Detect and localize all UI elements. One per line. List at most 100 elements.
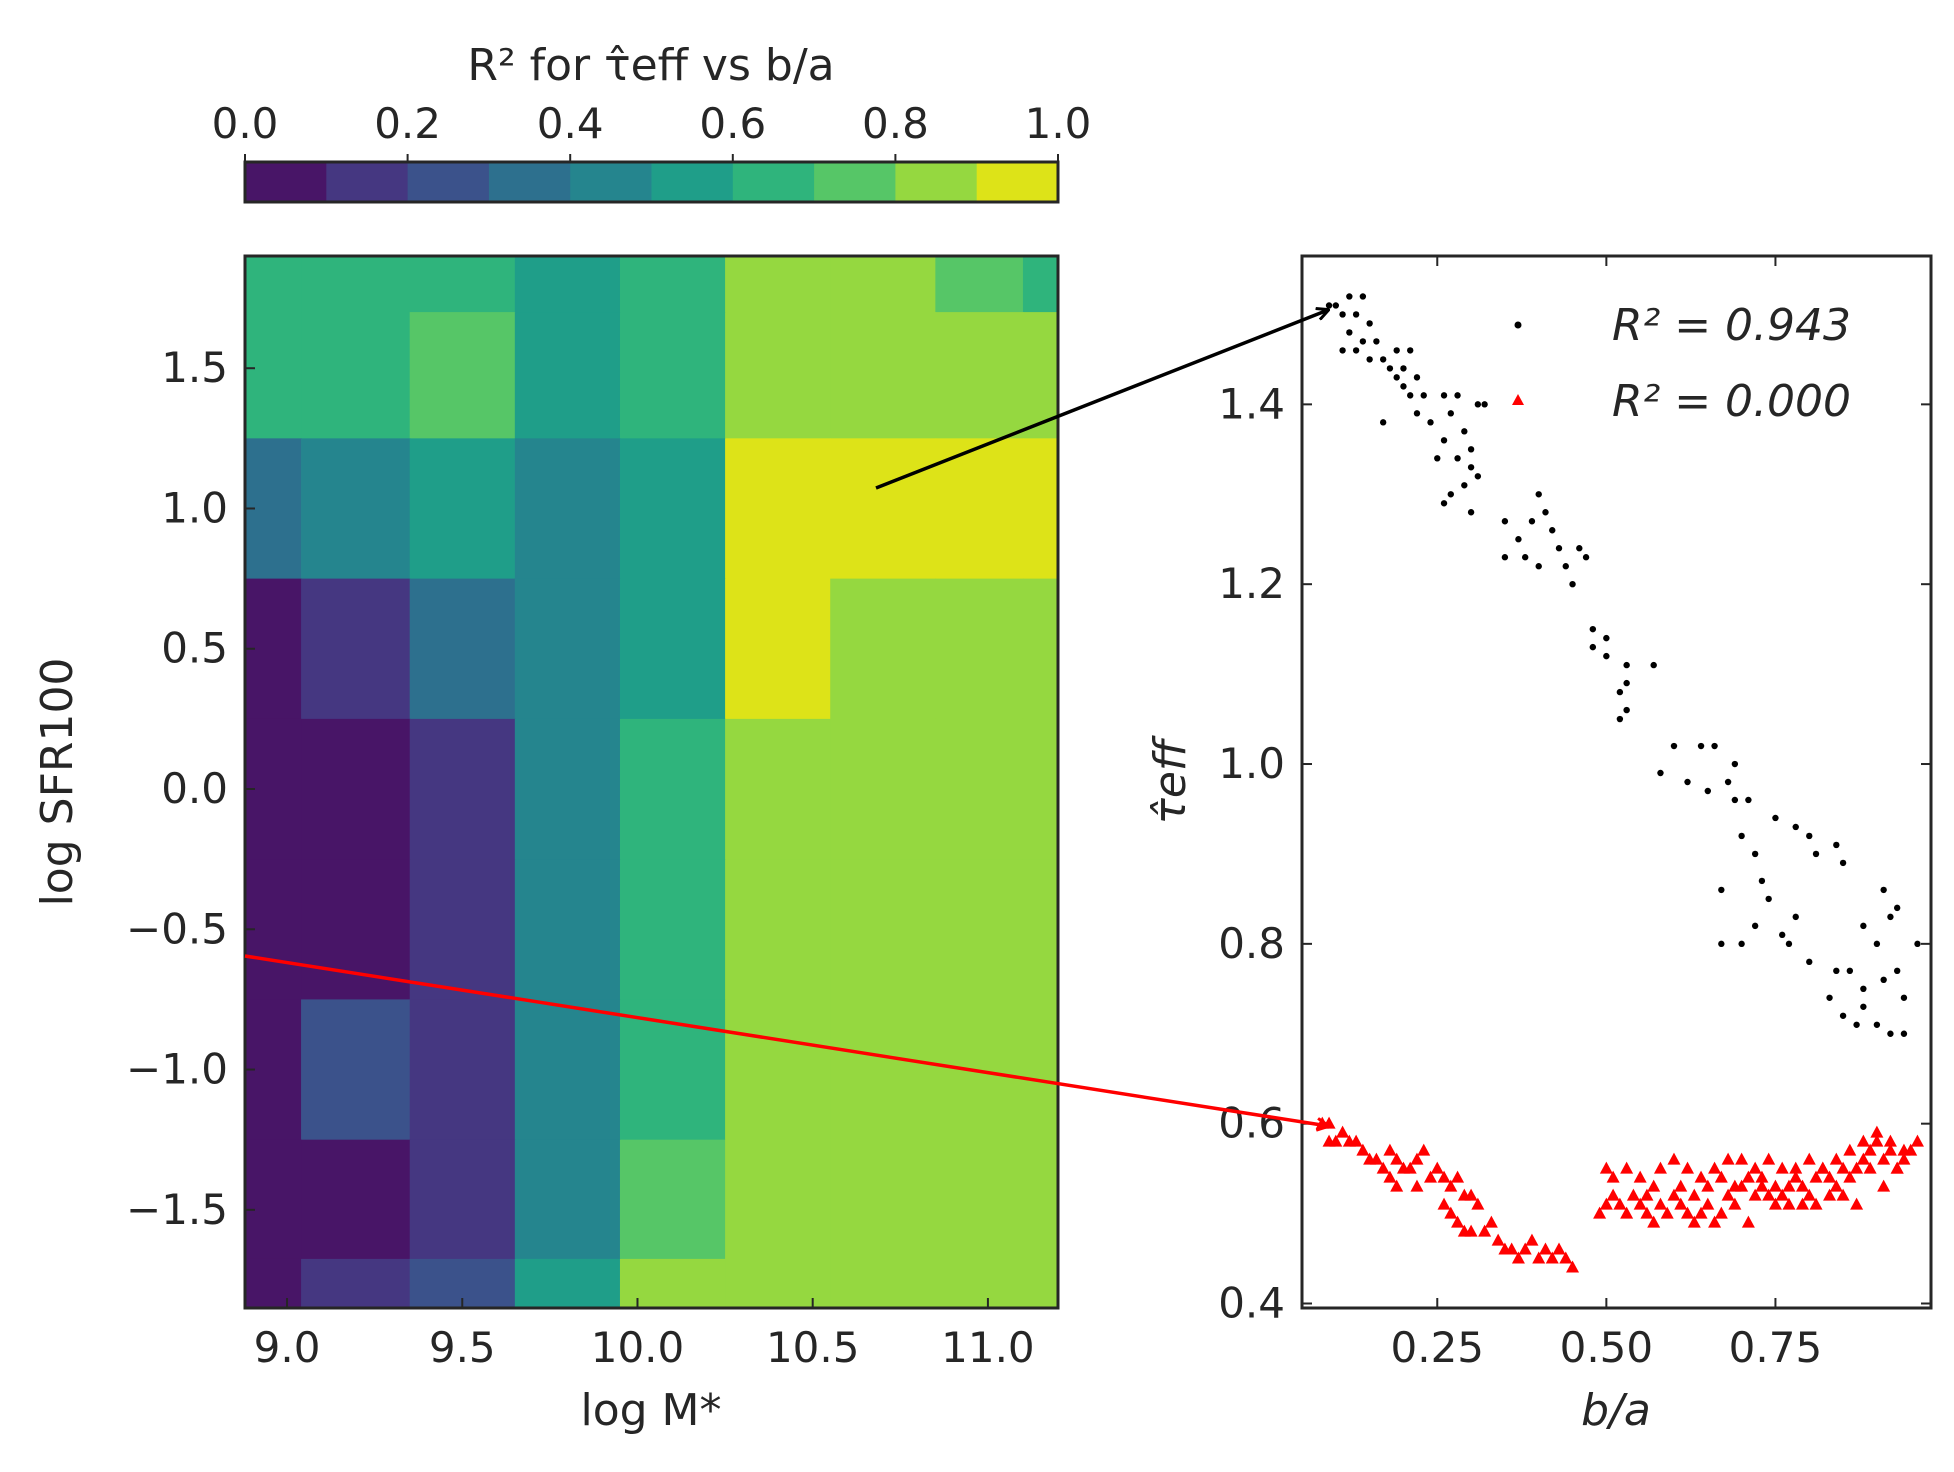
scatter-point-red [1789, 1161, 1803, 1174]
scatter-panel: 0.25 0.50 0.75 0.4 0.6 0.8 1.0 1.2 1.4 b/a τ̂ef… [1145, 254, 1933, 1436]
colorbar-swatch [245, 162, 327, 202]
heatmap-cell [409, 859, 516, 1001]
scatter-point-black [1806, 958, 1813, 966]
scatter-point-red [1336, 1125, 1350, 1138]
scatter-y-tick-label: 0.6 [1218, 1099, 1285, 1148]
heatmap-cell [1022, 312, 1058, 440]
scatter-point-red [1349, 1134, 1363, 1147]
heatmap-cell [514, 438, 621, 580]
colorbar-swatches [245, 162, 1059, 202]
heatmap-cell [619, 859, 726, 1001]
scatter-point-red [1768, 1197, 1782, 1210]
scatter-point-black [1352, 347, 1360, 354]
heatmap-cell [935, 859, 1024, 1001]
scatter-point-red [1613, 1197, 1627, 1210]
heatmap-cell [301, 438, 411, 580]
scatter-point-black [1738, 940, 1745, 948]
heatmap-cell [935, 1139, 1024, 1260]
scatter-point-red [1369, 1152, 1383, 1165]
heatmap-cell [725, 999, 832, 1141]
scatter-point-black [1718, 940, 1725, 948]
scatter-point-black [1427, 419, 1434, 426]
heatmap-cell [935, 1258, 1024, 1308]
heatmap-cell [725, 1139, 832, 1260]
scatter-point-black [1623, 706, 1630, 714]
scatter-point-red [1424, 1170, 1438, 1183]
scatter-point-red [1741, 1215, 1755, 1228]
colorbar-swatch [976, 162, 1059, 202]
scatter-point-red [1883, 1134, 1897, 1147]
scatter-point-red [1437, 1197, 1451, 1210]
scatter-point-black [1751, 850, 1759, 858]
heatmap-cell [619, 438, 726, 580]
scatter-point-red [1660, 1206, 1674, 1219]
heatmap-cell [514, 256, 621, 313]
scatter-point-black [1325, 302, 1333, 309]
scatter-point-red [1640, 1206, 1654, 1219]
scatter-point-red [1606, 1170, 1620, 1183]
scatter-point-red [1721, 1188, 1735, 1201]
scatter-point-black [1407, 347, 1414, 354]
heatmap-cell [301, 999, 411, 1141]
scatter-point-red [1775, 1188, 1789, 1201]
scatter-point-red [1593, 1206, 1607, 1219]
scatter-point-red [1532, 1251, 1546, 1264]
colorbar-swatch [814, 162, 896, 202]
legend-label-black: R² = 0.943 [1612, 300, 1851, 351]
heatmap-cell [619, 1258, 726, 1308]
heatmap-cell [1022, 859, 1058, 1001]
heatmap-y-tick-label: −1.5 [126, 1185, 228, 1234]
scatter-point-black [1623, 661, 1630, 669]
scatter-point-black [1779, 931, 1786, 939]
heatmap-cell [301, 578, 411, 720]
scatter-point-red [1863, 1161, 1877, 1174]
heatmap-cell [514, 1139, 621, 1260]
scatter-point-black [1400, 383, 1407, 390]
heatmap-y-ticks: −1.5 −1.0 −0.5 0.0 0.5 1.0 1.5 [126, 343, 255, 1234]
colorbar-frame [243, 160, 1060, 204]
scatter-point-black [1873, 1021, 1881, 1028]
scatter-point-black [1454, 455, 1461, 462]
scatter-point-red [1687, 1188, 1701, 1201]
heatmap-cell [830, 438, 937, 580]
heatmap-cell [514, 578, 621, 720]
scatter-point-black [1893, 967, 1901, 975]
scatter-point-black [1711, 742, 1718, 750]
scatter-point-red [1843, 1143, 1857, 1156]
scatter-point-black [1366, 320, 1373, 327]
scatter-point-black [1440, 392, 1448, 399]
scatter-point-black [1549, 527, 1556, 534]
scatter-point-red [1545, 1251, 1559, 1264]
scatter-point-red [1667, 1188, 1681, 1201]
heatmap-cell [1022, 1139, 1058, 1260]
scatter-point-black [1413, 410, 1421, 417]
scatter-point-red [1870, 1125, 1884, 1138]
scatter-point-black [1339, 347, 1346, 354]
scatter-point-red [1809, 1197, 1823, 1210]
heatmap-cell [725, 578, 832, 720]
heatmap-cell [830, 1139, 937, 1260]
scatter-point-black [1650, 661, 1657, 669]
scatter-point-red [1755, 1179, 1769, 1192]
scatter-point-red [1897, 1152, 1911, 1165]
scatter-y-label: τ̂eff [1145, 735, 1196, 825]
scatter-point-black [1346, 293, 1353, 300]
scatter-point-red [1802, 1188, 1816, 1201]
heatmap-y-tick-label: −1.0 [126, 1045, 228, 1094]
scatter-point-black [1806, 832, 1813, 840]
heatmap-cell [301, 718, 411, 860]
heatmap-cell [301, 1139, 411, 1260]
colorbar-swatch [326, 162, 409, 202]
scatter-y-tick-label: 0.8 [1218, 919, 1285, 968]
scatter-point-black [1413, 374, 1421, 381]
scatter-point-red [1464, 1224, 1478, 1237]
colorbar-title: R² for τ̂eff vs b/a [467, 40, 834, 91]
scatter-point-black [1481, 401, 1488, 408]
scatter-point-black [1447, 410, 1454, 417]
heatmap-x-tick-label: 10.0 [591, 1323, 685, 1372]
colorbar-tick-label: 0.4 [537, 99, 604, 148]
heatmap-cell [830, 256, 937, 313]
heatmap-x-tick-label: 11.0 [941, 1323, 1035, 1372]
scatter-point-red [1390, 1152, 1404, 1165]
scatter-point-black [1833, 841, 1840, 849]
